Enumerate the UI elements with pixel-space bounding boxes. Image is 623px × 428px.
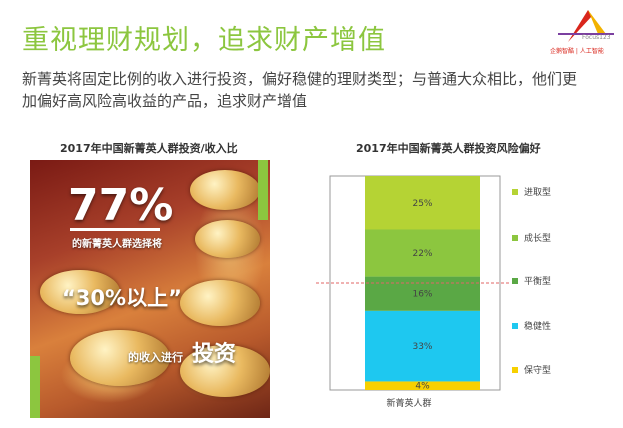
stat-line-1: 的新菁英人群选择将 — [72, 239, 162, 250]
stacked-segment-4 — [365, 176, 480, 230]
coins-photo — [30, 160, 270, 418]
segment-label-1: 33% — [412, 342, 432, 352]
legend-label-3: 稳健性 — [524, 320, 551, 332]
accent-bar — [30, 356, 40, 418]
big-percentage: 77% — [68, 180, 174, 231]
stat-line-3-small: 的收入进行 — [128, 351, 183, 364]
brand-logo: Focus123 企鹅智酷 | 人工智能 — [548, 4, 618, 56]
segment-label-4: 25% — [412, 199, 432, 209]
page-title: 重视理财规划，追求财产增值 — [22, 25, 386, 56]
coin-icon — [40, 270, 120, 314]
accent-bar — [258, 160, 268, 220]
coin-icon — [180, 280, 260, 326]
stacked-segment-1 — [365, 310, 480, 382]
legend-label-0: 进取型 — [524, 187, 551, 198]
legend-label-1: 成长型 — [524, 232, 551, 244]
logo-focus-text: Focus123 — [582, 34, 611, 41]
coin-icon — [195, 220, 260, 258]
legend-swatch-1 — [512, 235, 518, 241]
stat-line-2: “30%以上” — [62, 286, 182, 310]
stacked-segment-2 — [365, 276, 480, 311]
stacked-segment-0 — [365, 381, 480, 390]
legend-swatch-2 — [512, 278, 518, 284]
legend-swatch-0 — [512, 189, 518, 195]
logo-brand-text: 企鹅智酷 | 人工智能 — [550, 48, 604, 55]
legend-swatch-3 — [512, 323, 518, 329]
coin-icon — [190, 170, 260, 210]
legend-label-4: 保守型 — [524, 364, 551, 376]
chart-title: 2017年中国新菁英人群投资风险偏好 — [356, 142, 541, 155]
segment-label-3: 22% — [412, 249, 432, 259]
segment-label-2: 16% — [412, 290, 432, 300]
coin-icon — [180, 345, 270, 397]
stat-line-3-big: 投资 — [192, 342, 237, 367]
page-subtitle: 新菁英将固定比例的收入进行投资，偏好稳健的理财类型；与普通大众相比，他们更加偏好… — [22, 70, 578, 110]
category-label: 新菁英人群 — [386, 397, 431, 409]
coin-icon — [70, 330, 170, 386]
stacked-segment-3 — [365, 229, 480, 277]
left-panel-title: 2017年中国新菁英人群投资/收入比 — [60, 142, 238, 155]
legend-label-2: 平衡型 — [524, 275, 551, 287]
segment-label-0: 4% — [415, 382, 430, 392]
percentage-underline — [70, 228, 160, 231]
legend-swatch-4 — [512, 367, 518, 373]
logo-mark-icon — [558, 10, 614, 42]
